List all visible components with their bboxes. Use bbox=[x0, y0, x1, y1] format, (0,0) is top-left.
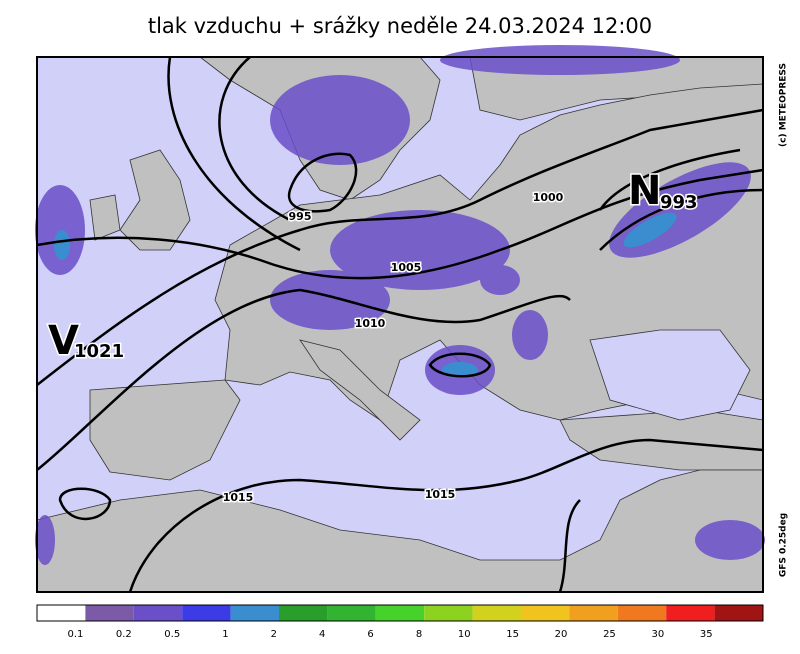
center-letter: N bbox=[628, 168, 661, 214]
legend-label: 0.5 bbox=[164, 629, 180, 640]
legend-label: 15 bbox=[506, 629, 519, 640]
legend-swatch bbox=[327, 605, 376, 621]
isobar-label: 1010 bbox=[355, 317, 386, 330]
legend-swatch bbox=[230, 605, 279, 621]
legend-swatch bbox=[375, 605, 425, 621]
legend-swatch bbox=[279, 605, 328, 621]
copyright: (c) METEOPRESS bbox=[779, 63, 789, 147]
legend-label: 4 bbox=[319, 629, 325, 640]
legend-label: 20 bbox=[555, 629, 568, 640]
title: tlak vzduchu + srážky neděle 24.03.2024 … bbox=[148, 14, 652, 38]
isobars bbox=[36, 56, 764, 593]
isobar-label: 1005 bbox=[391, 261, 422, 274]
legend-swatch bbox=[569, 605, 618, 621]
heavy-precipitation bbox=[54, 212, 677, 378]
map: 995 1000 1005 1010 1015 1015 V 1021 N 99… bbox=[35, 45, 765, 593]
isobar-label: 1015 bbox=[223, 491, 254, 504]
legend-swatch bbox=[37, 605, 86, 621]
legend-swatch bbox=[133, 605, 183, 621]
legend: 0.1 0.2 0.5 1 2 4 6 8 10 15 20 25 30 35 bbox=[36, 604, 764, 640]
legend-frame bbox=[36, 604, 764, 622]
model-label: GFS 0.25deg bbox=[779, 513, 789, 577]
legend-label: 10 bbox=[458, 629, 471, 640]
center-value: 993 bbox=[660, 192, 698, 213]
legend-swatch bbox=[617, 605, 667, 621]
legend-label: 0.2 bbox=[116, 629, 132, 640]
isobar-label: 1000 bbox=[533, 191, 564, 204]
isobar-label: 1015 bbox=[425, 488, 456, 501]
legend-swatch bbox=[666, 605, 715, 621]
legend-label: 0.1 bbox=[67, 629, 83, 640]
legend-swatch bbox=[85, 605, 134, 621]
pressure-centers: V 1021 N 993 bbox=[47, 167, 700, 366]
legend-swatch bbox=[424, 605, 473, 621]
precipitation bbox=[35, 45, 765, 565]
legend-label: 35 bbox=[700, 629, 713, 640]
legend-swatch bbox=[182, 605, 231, 621]
legend-swatch bbox=[472, 605, 521, 621]
legend-label: 30 bbox=[651, 629, 664, 640]
legend-swatch bbox=[714, 605, 763, 621]
legend-label: 25 bbox=[603, 629, 616, 640]
map-frame bbox=[36, 56, 764, 593]
legend-label: 1 bbox=[222, 629, 228, 640]
legend-label: 2 bbox=[271, 629, 277, 640]
center-letter: V bbox=[48, 318, 79, 364]
isobar-label: 995 bbox=[289, 210, 312, 223]
legend-swatch bbox=[521, 605, 570, 621]
center-value: 1021 bbox=[74, 341, 124, 362]
legend-label: 8 bbox=[416, 629, 422, 640]
legend-label: 6 bbox=[367, 629, 373, 640]
